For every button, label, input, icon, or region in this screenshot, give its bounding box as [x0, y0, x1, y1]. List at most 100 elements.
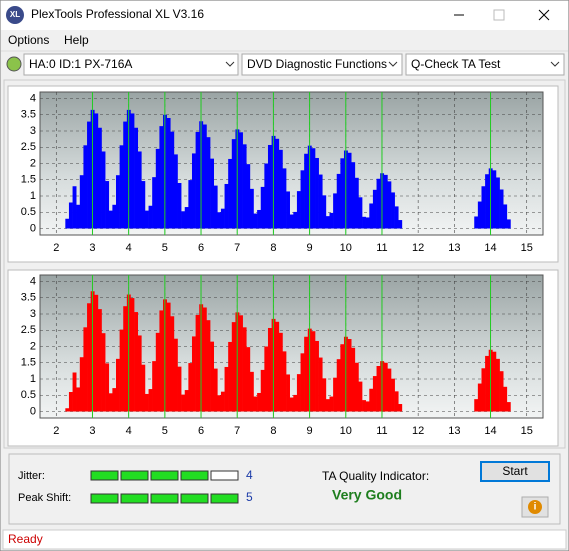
histogram-bar [322, 195, 327, 229]
histogram-bar [481, 186, 486, 229]
histogram-bar [155, 148, 160, 229]
histogram-bar [336, 359, 341, 412]
x-tick-label: 5 [162, 425, 168, 437]
histogram-bar [372, 376, 377, 412]
level-box [210, 493, 239, 504]
x-tick-label: 4 [126, 242, 132, 254]
level-box [180, 493, 209, 504]
histogram-bar [304, 153, 309, 229]
ta-label: TA Quality Indicator: [322, 469, 429, 483]
histogram-bar [130, 298, 135, 412]
histogram-bar [286, 191, 290, 229]
histogram-bar [68, 202, 73, 229]
histogram-bar [358, 381, 363, 412]
maximize-button[interactable] [493, 9, 505, 21]
start-text: Start [502, 464, 528, 478]
histogram-bar [506, 402, 511, 412]
x-tick-label: 3 [89, 425, 95, 437]
histogram-bar [354, 362, 359, 412]
test-select[interactable] [405, 53, 565, 76]
histogram-bar [365, 217, 370, 229]
app-logo [6, 6, 24, 24]
y-tick-label: 4 [30, 92, 36, 104]
histogram-bar [278, 149, 283, 229]
histogram-bar [101, 333, 106, 412]
histogram-bar [474, 399, 479, 412]
y-tick-label: 4 [30, 275, 36, 287]
histogram-bar [242, 144, 247, 229]
histogram-bar [340, 158, 345, 229]
histogram-bar [492, 170, 497, 229]
menu-options[interactable]: Options [8, 33, 49, 47]
histogram-bar [351, 162, 356, 229]
histogram-bar [267, 327, 272, 412]
drive-icon [6, 56, 22, 72]
histogram-bar [188, 363, 193, 412]
histogram-bar [286, 374, 290, 412]
histogram-bar [253, 213, 258, 229]
histogram-bar [188, 180, 193, 229]
histogram-bar [260, 369, 265, 412]
histogram-bar [144, 210, 149, 229]
histogram-bar [257, 392, 262, 412]
y-tick-label: 0 [30, 222, 36, 234]
histogram-bar [213, 368, 218, 412]
histogram-bar [148, 205, 153, 229]
close-button[interactable] [538, 9, 550, 21]
histogram-bar [394, 206, 399, 229]
x-tick-label: 12 [412, 242, 424, 254]
histogram-bar [83, 145, 88, 229]
histogram-bar [503, 386, 508, 412]
histogram-bar [217, 212, 222, 229]
histogram-bar [315, 157, 319, 229]
histogram-bar [372, 189, 377, 229]
histogram-bar [506, 219, 511, 229]
function-text: DVD Diagnostic Functions [247, 57, 387, 71]
peak-shift-label: Peak Shift: [18, 492, 71, 504]
jitter-value: 4 [246, 468, 253, 482]
histogram-bar [144, 393, 149, 412]
histogram-bar [202, 124, 207, 229]
status-bar [2, 529, 567, 550]
menu-help[interactable]: Help [64, 33, 89, 47]
x-tick-label: 3 [89, 242, 95, 254]
histogram-bar [311, 331, 316, 412]
info-text: i [534, 502, 537, 513]
histogram-bar [387, 181, 392, 229]
histogram-bar [65, 218, 70, 229]
y-tick-label: 3 [30, 125, 36, 137]
histogram-bar [246, 164, 251, 229]
histogram-bar [68, 392, 73, 412]
histogram-bar [76, 387, 81, 412]
x-tick-label: 8 [270, 425, 276, 437]
y-tick-label: 2 [30, 340, 36, 352]
drive-select[interactable] [23, 53, 239, 76]
histogram-bar [282, 351, 287, 412]
x-tick-label: 11 [376, 242, 387, 254]
histogram-bar [264, 346, 269, 412]
histogram-bar [318, 174, 323, 229]
histogram-bar [296, 191, 301, 229]
start-button[interactable] [480, 461, 550, 482]
y-tick-label: 2.5 [21, 141, 36, 153]
histogram-bar [105, 181, 110, 229]
histogram-bar [322, 378, 327, 412]
peak-shift-value: 5 [246, 490, 253, 504]
histogram-bar [206, 137, 211, 229]
histogram-bar [257, 209, 262, 229]
x-tick-label: 10 [340, 242, 352, 254]
histogram-bar [228, 158, 233, 229]
x-tick-label: 15 [521, 242, 533, 254]
x-tick-label: 14 [484, 425, 496, 437]
histogram-bar [210, 341, 214, 412]
histogram-bar [123, 121, 128, 229]
histogram-bar [351, 347, 356, 412]
histogram-bar [362, 216, 366, 229]
histogram-bar [492, 351, 497, 412]
dropdown-arrow [550, 61, 560, 67]
histogram-bar [195, 131, 200, 229]
level-box [90, 470, 119, 481]
histogram-bar [155, 332, 160, 412]
function-select[interactable] [241, 53, 403, 76]
histogram-bar [224, 183, 229, 229]
